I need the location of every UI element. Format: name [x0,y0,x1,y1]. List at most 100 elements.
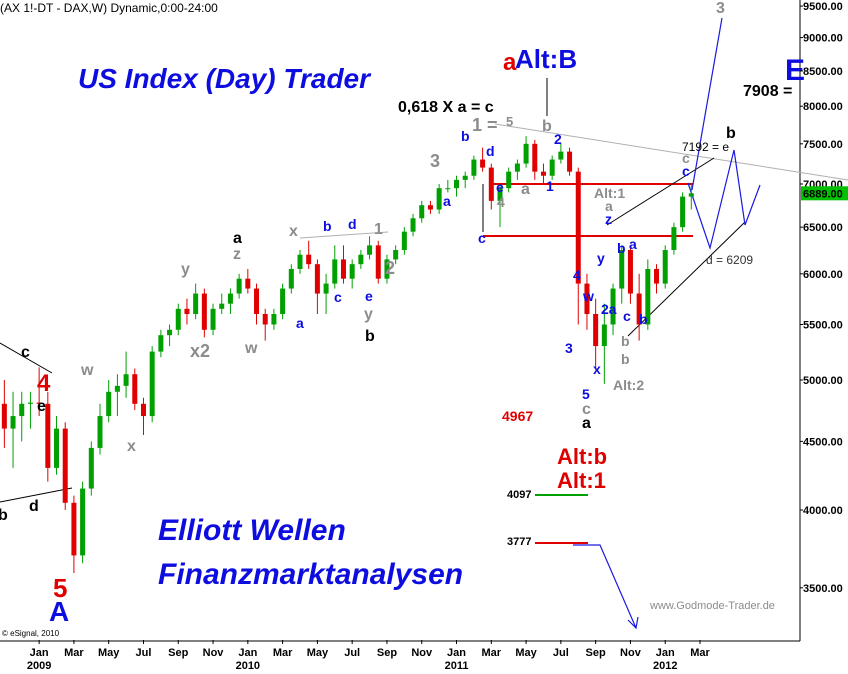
annotation: c [478,230,486,246]
x-tick-label: Nov [620,647,642,659]
candle-body [567,151,573,172]
candle-body [627,250,633,294]
x-tick-label: Mar [690,647,710,659]
annotation: c [582,401,591,418]
candle-body [140,403,146,417]
annotation: z [605,211,612,227]
candle-body [314,264,320,294]
candle-body [80,488,86,556]
candle-body [193,293,199,314]
candle-body [540,171,546,176]
candle-body [593,313,599,347]
annotation: © eSignal, 2010 [2,629,60,638]
annotation: c [334,289,342,305]
x-tick-label: Jan [447,647,466,659]
year-label: 2012 [653,660,677,672]
annotation: Alt:2 [613,377,644,393]
candle-body [497,188,503,201]
x-tick-label: Nov [411,647,433,659]
candle-body [201,293,207,330]
annotation: a [582,415,591,432]
candle-body [175,308,181,330]
annotation: 7908 = [743,83,792,100]
x-tick-label: Jul [136,647,152,659]
annotation: b [0,507,8,524]
candle-body [419,205,425,219]
x-tick-label: Mar [64,647,84,659]
candle-body [401,231,407,251]
candle-body [306,254,312,265]
candle-body [549,159,555,176]
candle-body [114,385,120,392]
year-label: 2011 [445,660,469,672]
annotation: w [80,362,94,379]
candle-body [575,171,581,284]
candle-body [332,259,338,284]
candle-body [280,288,286,314]
annotation: 5 [582,386,590,402]
annotation: a [605,198,613,214]
candle-body [71,502,77,556]
annotation: Alt:1 [594,185,625,201]
candle-body [288,268,294,289]
annotation: d = 6209 [706,253,753,267]
candle-body [688,193,694,197]
year-label: 2009 [27,660,51,672]
candle-body [340,259,346,279]
annotation: 1 = [472,115,498,135]
projection-arrow [573,544,637,629]
annotation: a [521,181,530,198]
candle-body [645,268,651,325]
annotation: b [617,240,626,256]
annotation: 2 [554,131,562,147]
candle-body [254,288,260,314]
candle-body [167,329,173,336]
candle-body [54,428,60,468]
candle-body [619,250,625,289]
candle-body [97,416,103,448]
annotation: 1 [546,178,554,194]
annotation: b [542,118,552,135]
annotation: a [296,315,304,331]
candle-body [149,351,155,417]
candle-body [410,218,416,232]
candles [1,136,694,574]
annotation: Alt:1 [557,468,606,493]
candle-body [506,171,512,189]
x-tick-label: Jan [656,647,675,659]
annotation: 4 [37,370,51,397]
annotation: b [726,125,736,142]
annotation: y [597,250,605,266]
candle-body [323,283,329,294]
annotation: 4 [573,267,581,283]
y-tick-label: 9500.00 [803,1,843,13]
candle-body [654,268,660,284]
annotation: E [785,54,805,87]
candle-body [236,278,242,294]
candle-body [610,288,616,325]
candle-body [384,259,390,279]
candle-body [158,335,164,352]
annotation: a [503,49,517,76]
annotation: Elliott Wellen [158,514,346,547]
candle-body [558,151,564,160]
x-tick-label: May [98,647,120,659]
annotation: e [496,179,504,195]
annotation: b [323,218,332,234]
annotation: x [289,223,298,240]
annotation: 1 [374,221,383,238]
candle-body [45,403,51,468]
candle-body [19,403,25,417]
candle-body [367,245,373,255]
annotation: d [348,216,357,232]
candle-body [462,175,468,180]
x-tick-label: Sep [377,647,397,659]
annotation: c [623,308,631,324]
candle-body [445,188,451,190]
y-tick-label: 3500.00 [803,583,843,595]
annotation: 3 [716,0,725,17]
candle-body [1,403,7,429]
candle-body [271,313,277,325]
